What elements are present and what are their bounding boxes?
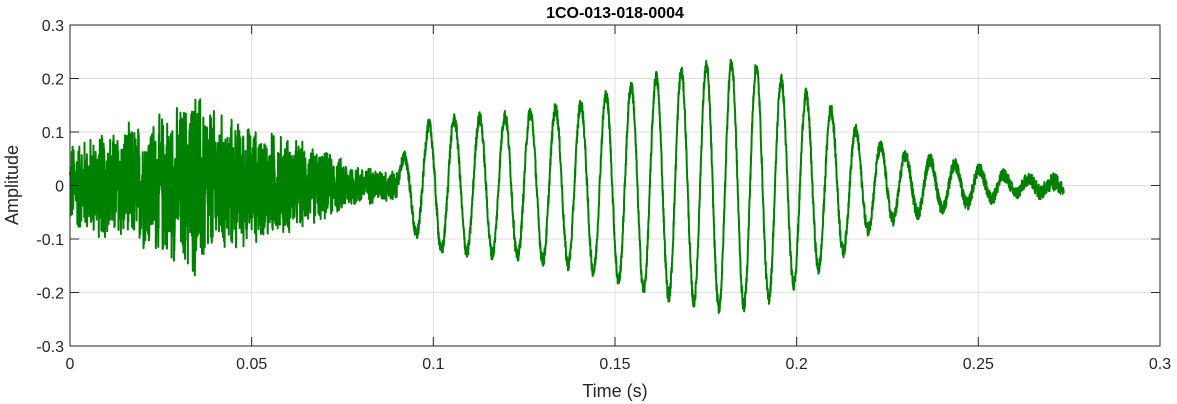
- y-tick-label: 0.1: [42, 125, 64, 142]
- y-tick-label: -0.3: [36, 339, 64, 356]
- amplitude-series-line: [69, 58, 1065, 314]
- x-tick-label: 0.25: [963, 356, 994, 373]
- axis-ticks: [69, 24, 1161, 347]
- y-tick-label: 0.2: [42, 72, 64, 89]
- y-axis-label: Amplitude: [2, 145, 22, 225]
- y-tick-labels: -0.3 -0.2 -0.1 0 0.1 0.2 0.3: [36, 18, 64, 356]
- y-tick-label: -0.1: [36, 232, 64, 249]
- x-tick-label: 0.15: [599, 356, 630, 373]
- x-tick-label: 0.3: [1149, 356, 1171, 373]
- y-tick-label: 0.3: [42, 18, 64, 35]
- signal-trace: [69, 58, 1065, 314]
- y-tick-label: 0: [55, 179, 64, 196]
- x-tick-label: 0: [66, 356, 75, 373]
- y-tick-label: -0.2: [36, 286, 64, 303]
- x-tick-label: 0.05: [236, 356, 267, 373]
- x-tick-label: 0.2: [786, 356, 808, 373]
- chart-title: 1CO-013-018-0004: [546, 5, 684, 22]
- x-tick-label: 0.1: [422, 356, 444, 373]
- x-axis-label: Time (s): [582, 381, 647, 401]
- x-tick-labels: 0 0.05 0.1 0.15 0.2 0.25 0.3: [66, 356, 1172, 373]
